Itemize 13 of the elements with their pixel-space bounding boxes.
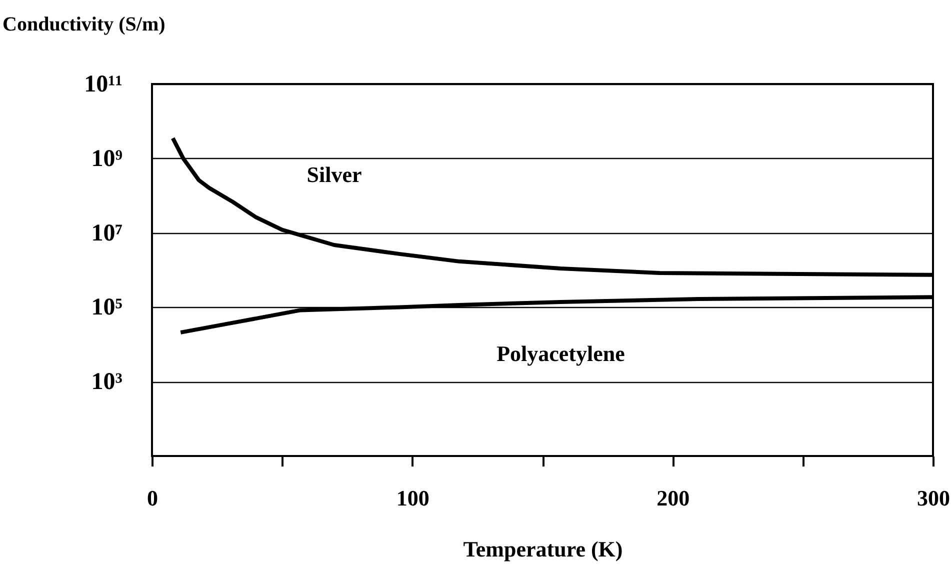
y-tick-label: 10⁹ [91,146,122,172]
x-tick-label: 200 [656,486,690,510]
x-axis-title: Temperature (K) [463,536,623,562]
y-tick-label: 10³ [91,369,122,396]
y-axis-title: Conductivity (S/m) [2,14,166,36]
y-tick-label: 10⁷ [91,220,122,246]
y-tick-label: 10¹¹ [84,72,122,98]
series-label: Polyacetylene [496,340,626,366]
y-tick-label: 10⁵ [91,294,122,321]
x-tick-label: 0 [147,486,158,510]
x-tick-label: 300 [917,486,950,510]
text: Silver [306,162,362,187]
x-tick-label: 100 [396,486,430,510]
